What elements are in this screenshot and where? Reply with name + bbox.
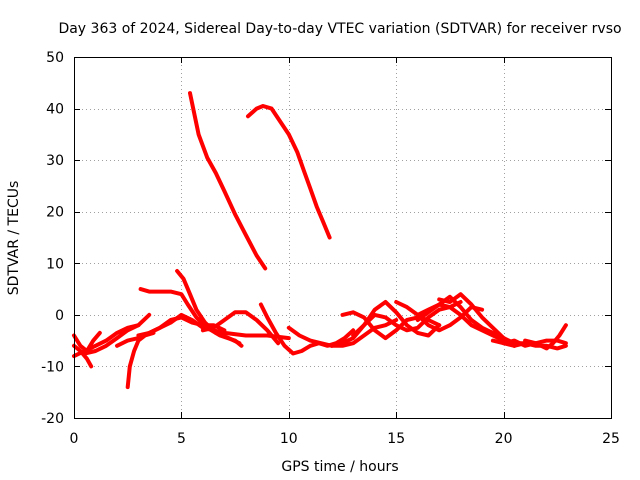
- series-line-track-3: [72, 323, 141, 359]
- x-tick-label: 10: [280, 431, 298, 447]
- axis-ticks: [74, 57, 612, 419]
- y-axis-label: SDTVAR / TECUs: [6, 181, 22, 296]
- series-line-track-4: [82, 312, 152, 356]
- grid-lines: [74, 57, 611, 418]
- y-tick-label: 20: [46, 205, 64, 221]
- series-line-track-13: [258, 302, 356, 356]
- series-line-track-18: [394, 300, 485, 333]
- y-tick-label: 30: [46, 153, 64, 169]
- x-tick-label: 5: [177, 431, 186, 447]
- y-tick-label: 10: [46, 256, 64, 272]
- series-line-track-10: [200, 310, 281, 346]
- series-line-track-9: [175, 269, 242, 346]
- y-tick-label: 40: [46, 102, 64, 118]
- y-tick-label: 50: [46, 50, 64, 66]
- series-line-track-24: [523, 323, 568, 351]
- y-tick-labels: -20 -10 0 10 20 30 40 50: [41, 50, 64, 427]
- series-line-track-7: [136, 312, 291, 341]
- chart-title: Day 363 of 2024, Sidereal Day-to-day VTE…: [58, 21, 621, 37]
- x-tick-label: 25: [602, 431, 620, 447]
- x-tick-labels: 0 5 10 15 20 25: [70, 431, 620, 447]
- series-line-track-11: [188, 91, 268, 271]
- series-line-track-21: [415, 302, 517, 348]
- y-tick-label: -20: [41, 411, 64, 427]
- series-line-track-16: [329, 300, 442, 348]
- y-tick-label: 0: [55, 308, 64, 324]
- series-group: [72, 91, 568, 390]
- series-line-track-17: [351, 300, 463, 338]
- series-line-track-20: [437, 292, 517, 348]
- y-tick-label: -10: [41, 359, 64, 375]
- x-axis-label: GPS time / hours: [281, 459, 398, 475]
- x-tick-label: 15: [387, 431, 405, 447]
- plot-frame: [74, 57, 612, 419]
- x-tick-label: 0: [70, 431, 79, 447]
- x-tick-label: 20: [495, 431, 513, 447]
- series-line-track-14: [286, 318, 399, 348]
- series-line-track-12: [246, 104, 332, 240]
